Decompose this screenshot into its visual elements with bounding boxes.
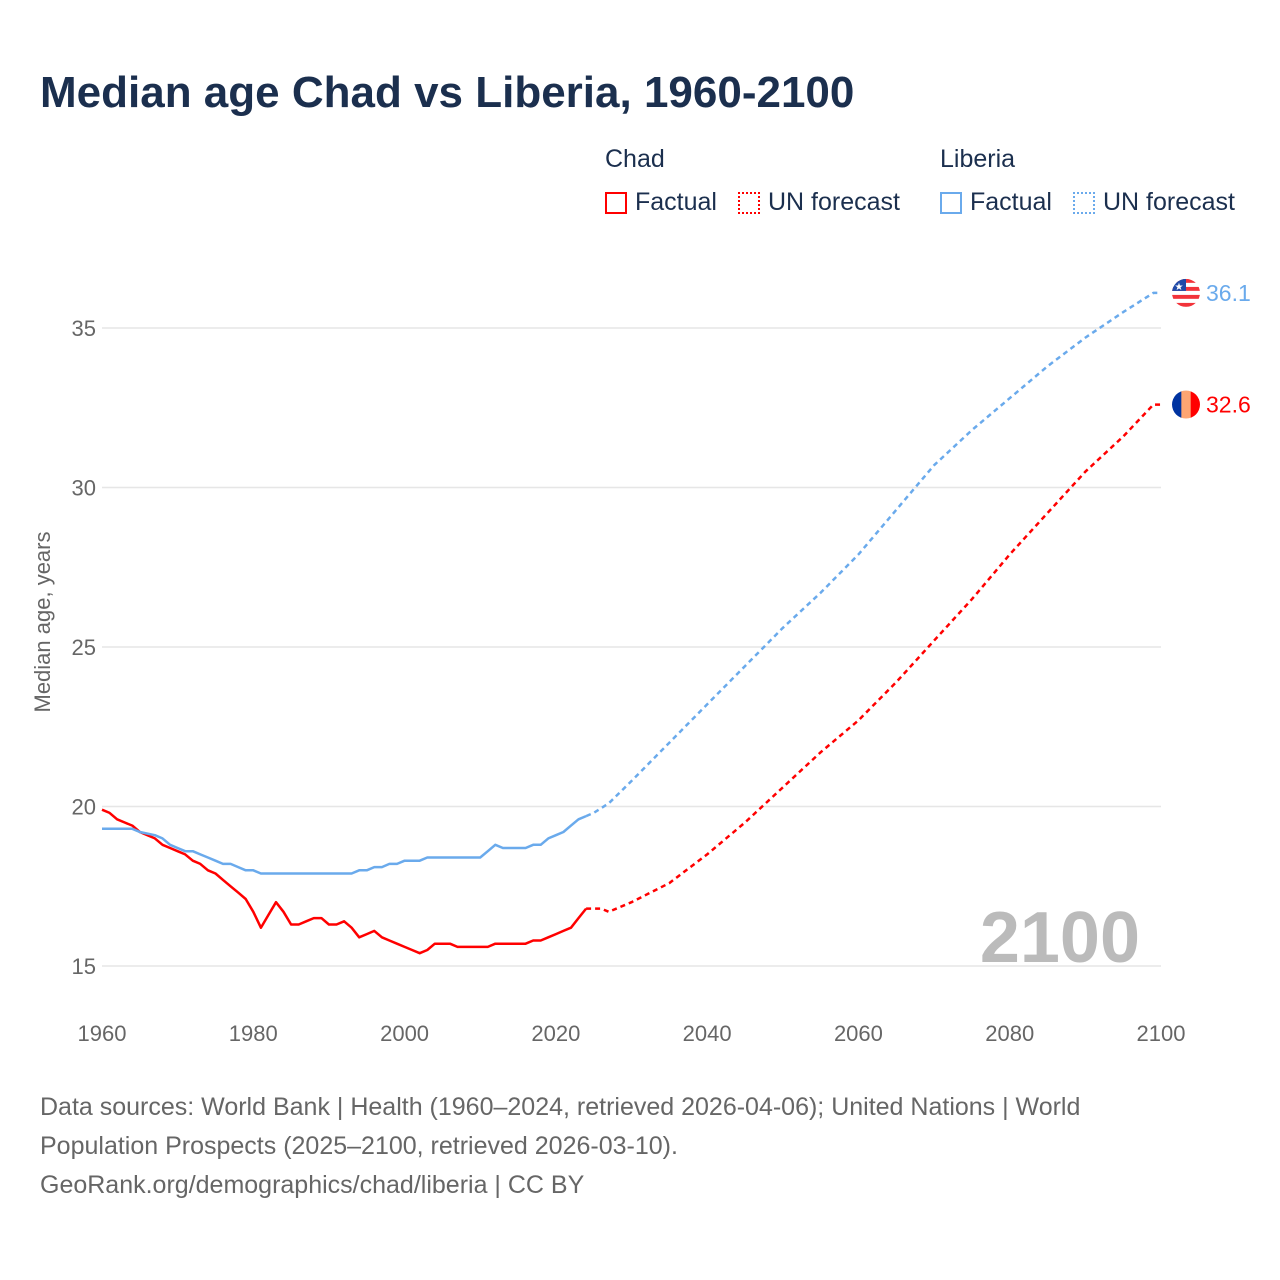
chad-forecast-line	[586, 403, 1161, 914]
y-tick-label: 30	[72, 476, 96, 501]
flag-stripe	[1172, 298, 1200, 303]
legend-label: UN forecast	[1103, 188, 1235, 216]
chad-factual-line	[101, 808, 588, 955]
plot-area: 2100 Median age, years 15 20 25 30 35 1960 198…	[30, 278, 1251, 1046]
x-tick-label: 2080	[985, 1021, 1034, 1046]
chad-flag-icon	[1172, 390, 1200, 419]
y-tick-label: 35	[72, 316, 96, 341]
legend-liberia-factual[interactable]: Factual	[940, 188, 1052, 217]
x-tick-label: 2060	[834, 1021, 883, 1046]
chart-title: Median age Chad vs Liberia, 1960-2100	[40, 68, 855, 117]
x-tick-label: 2100	[1137, 1021, 1186, 1046]
flag-stripe	[1181, 390, 1191, 419]
legend-label: UN forecast	[768, 188, 900, 216]
flag-stripe	[1190, 390, 1200, 419]
liberia-end-label: 36.1	[1206, 280, 1251, 306]
y-tick-label: 25	[72, 635, 96, 660]
y-tick-label: 20	[72, 795, 96, 820]
liberia-flag-icon: ★	[1172, 278, 1200, 307]
liberia-forecast-line	[585, 291, 1161, 818]
y-axis-label: Median age, years	[30, 532, 55, 713]
legend-group-liberia: Liberia	[940, 145, 1016, 173]
flag-star: ★	[1175, 282, 1184, 293]
legend-swatch	[940, 191, 962, 214]
legend-label: Factual	[970, 188, 1052, 216]
legend-chad-forecast[interactable]: UN forecast	[738, 188, 900, 217]
x-tick-label: 2040	[683, 1021, 732, 1046]
x-tick-label: 2020	[531, 1021, 580, 1046]
legend-label: Factual	[635, 188, 717, 216]
legend-swatch	[605, 191, 627, 214]
legend-liberia-forecast[interactable]: UN forecast	[1073, 188, 1235, 217]
source-link[interactable]: GeoRank.org/demographics/chad/liberia | …	[40, 1171, 585, 1199]
flag-stripe	[1172, 290, 1200, 295]
y-tick-label: 15	[72, 954, 96, 979]
legend-chad-factual[interactable]: Factual	[605, 188, 717, 217]
legend-swatch	[1073, 191, 1095, 214]
chad-end-label: 32.6	[1206, 392, 1251, 418]
liberia-factual-line	[102, 814, 587, 875]
flag-stripe	[1172, 302, 1200, 307]
source-note: Data sources: World Bank | Health (1960–…	[40, 1088, 1190, 1205]
x-tick-label: 1980	[229, 1021, 278, 1046]
legend-swatch	[738, 191, 760, 214]
legend-group-chad: Chad	[605, 145, 665, 173]
year-watermark: 2100	[980, 898, 1140, 978]
flag-stripe	[1172, 294, 1200, 299]
x-tick-label: 2000	[380, 1021, 429, 1046]
flag-stripe	[1172, 390, 1182, 419]
x-tick-label: 1960	[78, 1021, 127, 1046]
source-text: Data sources: World Bank | Health (1960–…	[40, 1093, 1081, 1160]
